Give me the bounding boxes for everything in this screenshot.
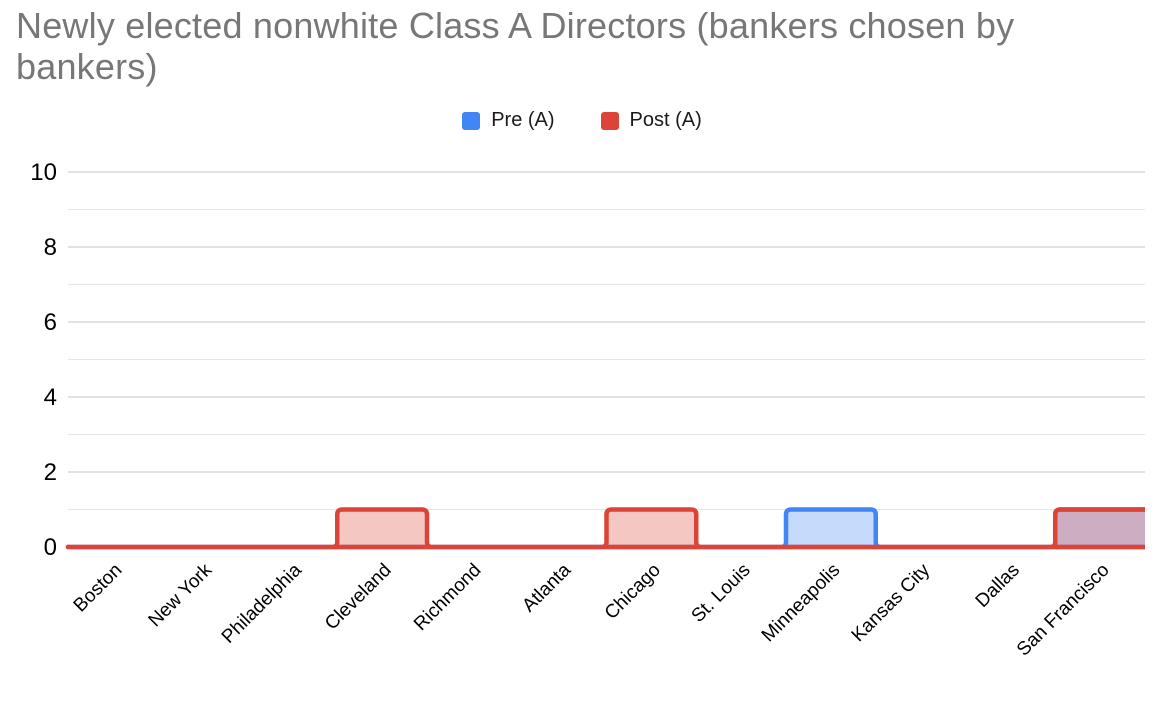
y-tick-label: 8 — [44, 234, 57, 261]
legend-swatch-post-a — [600, 111, 619, 130]
x-axis-label-chicago: Chicago — [601, 560, 665, 624]
x-axis-label-st-louis: St. Louis — [688, 560, 755, 627]
x-axis-label-kansas-city: Kansas City — [848, 559, 935, 646]
x-axis-label-cleveland: Cleveland — [321, 560, 396, 635]
x-axis-label-boston: Boston — [70, 560, 127, 617]
gridlines — [68, 171, 1145, 510]
series-group — [65, 507, 1157, 550]
legend-label-pre-a: Pre (A) — [491, 109, 555, 131]
x-axis-label-new-york: New York — [145, 559, 217, 631]
y-tick-label: 4 — [44, 384, 57, 411]
y-tick-label: 10 — [30, 159, 57, 186]
x-axis-label-dallas: Dallas — [972, 560, 1024, 612]
legend-item-post-a[interactable]: Post (A) — [600, 109, 702, 132]
legend-item-pre-a[interactable]: Pre (A) — [462, 109, 555, 132]
legend-swatch-pre-a — [462, 111, 481, 130]
y-tick-label: 2 — [44, 459, 57, 486]
x-axis-label-san-francisco: San Francisco — [1013, 560, 1114, 661]
y-axis-tick-labels: 0 2 4 6 8 10 — [30, 159, 57, 561]
series-area-post-a[interactable] — [65, 507, 1157, 550]
x-axis-labels: Boston New York Philadelphia Cleveland Richm… — [70, 559, 1114, 660]
x-axis-label-atlanta: Atlanta — [518, 559, 575, 616]
x-axis-label-minneapolis: Minneapolis — [758, 560, 845, 647]
legend-label-post-a: Post (A) — [629, 109, 702, 131]
y-tick-label: 6 — [44, 309, 57, 336]
x-axis-label-richmond: Richmond — [410, 560, 485, 635]
y-tick-label: 0 — [44, 534, 57, 561]
chart-legend: Pre (A) Post (A) — [0, 109, 1164, 132]
chart-title: Newly elected nonwhite Class A Directors… — [16, 5, 1015, 87]
x-axis-label-philadelphia: Philadelphia — [218, 559, 306, 647]
